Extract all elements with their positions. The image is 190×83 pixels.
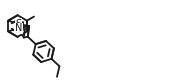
Text: N: N [15, 23, 22, 33]
Text: S: S [15, 19, 22, 29]
